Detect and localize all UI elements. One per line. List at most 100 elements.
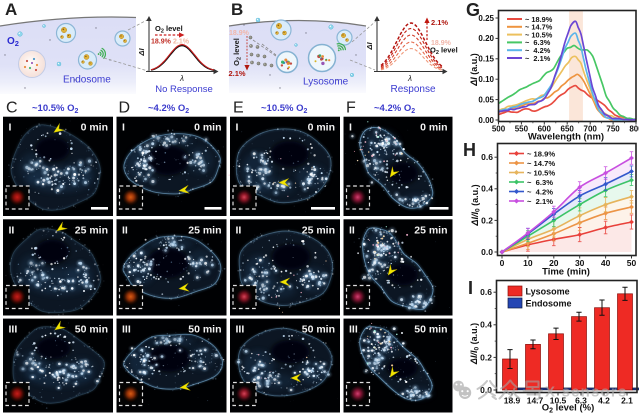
svg-text:III: III [349, 324, 358, 336]
svg-text:0.0: 0.0 [481, 247, 493, 257]
svg-text:0.20: 0.20 [478, 34, 494, 43]
svg-text:O2 level: O2 level [430, 46, 458, 57]
svg-text:800: 800 [629, 125, 639, 134]
svg-text:Wavelength (nm): Wavelength (nm) [528, 132, 604, 143]
svg-text:Time (min): Time (min) [542, 267, 590, 278]
svg-text:O2 level (%): O2 level (%) [542, 403, 594, 415]
svg-text:G: G [466, 0, 480, 20]
svg-text:600: 600 [538, 125, 552, 134]
svg-text:~ 10.5%: ~ 10.5% [525, 30, 553, 39]
svg-text:18.9: 18.9 [504, 396, 521, 406]
svg-text:Lysosome: Lysosome [303, 77, 349, 88]
svg-text:650: 650 [561, 125, 575, 134]
svg-text:50 min: 50 min [414, 324, 447, 336]
svg-text:0.05: 0.05 [478, 95, 494, 104]
svg-text:0: 0 [500, 258, 505, 268]
svg-text:2.1%: 2.1% [173, 39, 190, 46]
svg-text:λ: λ [179, 74, 184, 83]
svg-text:25 min: 25 min [414, 224, 447, 236]
svg-text:0 min: 0 min [308, 122, 335, 134]
svg-text:~10.5% O2: ~10.5% O2 [32, 103, 79, 115]
svg-text:14.7: 14.7 [527, 396, 544, 406]
svg-text:50 min: 50 min [75, 324, 108, 336]
svg-text:2.1%: 2.1% [431, 18, 448, 27]
svg-text:II: II [9, 224, 15, 236]
svg-text:0.2: 0.2 [481, 215, 493, 225]
svg-text:ΔI (a.u.): ΔI (a.u.) [469, 53, 479, 87]
svg-text:0.25: 0.25 [478, 14, 494, 23]
svg-text:Lysosome: Lysosome [526, 287, 570, 297]
svg-text:18.9%: 18.9% [229, 30, 250, 37]
svg-text:0 min: 0 min [81, 122, 108, 134]
svg-text:Endosome: Endosome [63, 75, 111, 86]
svg-text:25 min: 25 min [188, 224, 221, 236]
svg-text:H: H [463, 140, 476, 160]
svg-text:0.10: 0.10 [478, 75, 494, 84]
svg-text:III: III [236, 324, 245, 336]
svg-text:Endosome: Endosome [526, 299, 572, 309]
svg-text:0.0: 0.0 [480, 385, 492, 395]
svg-text:~ 14.7%: ~ 14.7% [525, 23, 553, 32]
svg-text:II: II [122, 224, 128, 236]
svg-text:50 min: 50 min [188, 324, 221, 336]
svg-text:III: III [9, 324, 18, 336]
svg-text:O2 level: O2 level [155, 24, 183, 35]
svg-text:A: A [5, 0, 17, 19]
svg-text:~ 4.2%: ~ 4.2% [525, 46, 551, 55]
svg-text:~ 4.2%: ~ 4.2% [527, 187, 553, 196]
svg-text:~ 6.3%: ~ 6.3% [527, 178, 553, 187]
svg-text:~ 6.3%: ~ 6.3% [525, 38, 551, 47]
svg-text:700: 700 [584, 125, 598, 134]
svg-text:500: 500 [492, 125, 506, 134]
svg-text:0.15: 0.15 [478, 55, 494, 64]
svg-text:Response: Response [390, 84, 435, 95]
svg-text:I: I [468, 278, 473, 298]
svg-text:18.9%: 18.9% [151, 39, 172, 46]
svg-text:I: I [349, 122, 352, 134]
svg-text:II: II [236, 224, 242, 236]
svg-text:30: 30 [575, 258, 585, 268]
svg-text:0.4: 0.4 [481, 184, 493, 194]
svg-text:2.1%: 2.1% [229, 69, 246, 78]
svg-text:ΔI: ΔI [365, 42, 374, 51]
svg-text:550: 550 [515, 125, 529, 134]
svg-text:750: 750 [606, 125, 620, 134]
svg-text:λ: λ [407, 74, 412, 83]
svg-text:I: I [122, 122, 125, 134]
svg-text:0.6: 0.6 [481, 152, 493, 162]
svg-text:O2: O2 [7, 36, 19, 48]
svg-text:ΔI/I0 (a.u.): ΔI/I0 (a.u.) [469, 323, 481, 365]
svg-text:I: I [9, 122, 12, 134]
svg-text:20: 20 [549, 258, 559, 268]
svg-text:25 min: 25 min [302, 224, 335, 236]
svg-text:0 min: 0 min [420, 122, 447, 134]
svg-text:4.2: 4.2 [598, 396, 610, 406]
svg-text:50: 50 [627, 258, 637, 268]
svg-text:F: F [346, 100, 356, 117]
svg-text:18.9%: 18.9% [431, 40, 452, 47]
svg-text:0 min: 0 min [194, 122, 221, 134]
svg-text:50 min: 50 min [302, 324, 335, 336]
svg-text:B: B [231, 0, 243, 19]
svg-text:~ 18.9%: ~ 18.9% [527, 149, 555, 158]
svg-text:40: 40 [601, 258, 611, 268]
svg-text:~ 2.1%: ~ 2.1% [525, 54, 551, 63]
svg-text:~4.2% O2: ~4.2% O2 [374, 103, 415, 115]
svg-text:ΔI: ΔI [137, 48, 146, 57]
svg-text:II: II [349, 224, 355, 236]
svg-text:~10.5% O2: ~10.5% O2 [261, 103, 308, 115]
svg-text:O2 level: O2 level [232, 38, 242, 66]
svg-text:0.00: 0.00 [478, 116, 494, 125]
svg-text:~ 14.7%: ~ 14.7% [527, 159, 555, 168]
svg-text:~ 10.5%: ~ 10.5% [527, 168, 555, 177]
svg-text:D: D [119, 100, 131, 117]
svg-text:~ 2.1%: ~ 2.1% [527, 197, 553, 206]
svg-text:2.1: 2.1 [621, 396, 633, 406]
svg-text:E: E [233, 100, 244, 117]
svg-text:0.6: 0.6 [480, 287, 492, 297]
svg-text:C: C [6, 100, 18, 117]
svg-text:ΔI/I0 (a.u.): ΔI/I0 (a.u.) [470, 184, 482, 226]
svg-text:10.5: 10.5 [550, 396, 567, 406]
svg-text:25 min: 25 min [75, 224, 108, 236]
svg-text:~4.2% O2: ~4.2% O2 [148, 103, 189, 115]
